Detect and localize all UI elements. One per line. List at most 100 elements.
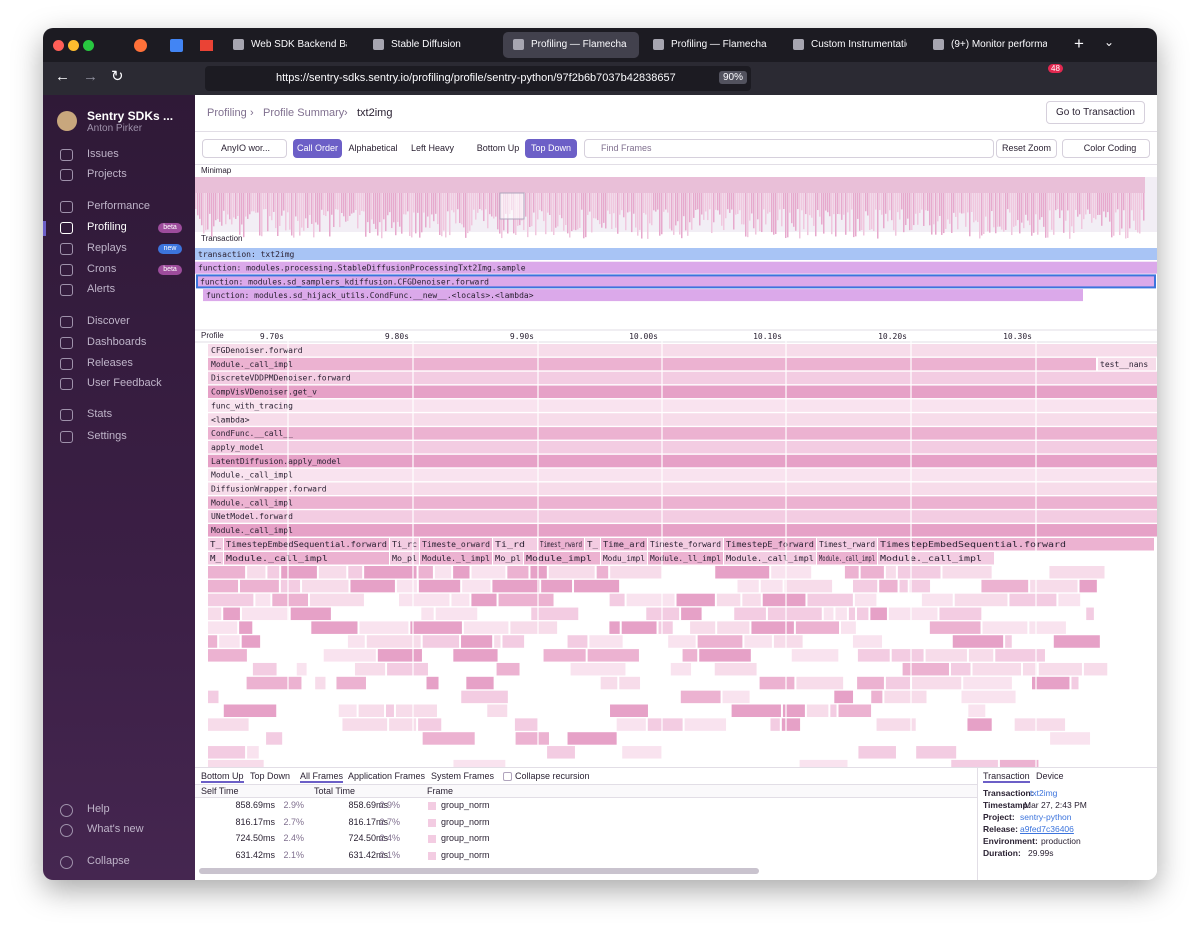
minimap-bar (1137, 193, 1139, 233)
footer-item[interactable]: What's new (87, 823, 144, 835)
nav-item[interactable]: Settings (87, 430, 127, 442)
frame (596, 566, 609, 579)
filter-tab[interactable]: Application Frames (348, 771, 426, 781)
pinned-tab[interactable] (134, 39, 147, 52)
active-marker (43, 221, 46, 236)
minimap-bar (711, 193, 713, 234)
frame (838, 704, 872, 717)
browser-tab[interactable]: Profiling — Flamechart (503, 32, 639, 58)
browser-tab[interactable]: (9+) Monitor performan (923, 32, 1059, 58)
minimap-bar (979, 193, 981, 239)
frame (418, 718, 442, 731)
nav-item[interactable]: Performance (87, 200, 150, 212)
minimap-bar (983, 193, 985, 234)
color-coding[interactable]: Color Coding (1062, 139, 1150, 158)
browser-tab[interactable]: Custom Instrumentatio (783, 32, 919, 58)
minimap-bar (717, 193, 719, 211)
span-label: function: modules.sd_samplers_kdiffusion… (200, 277, 489, 286)
pinned-tab[interactable] (170, 39, 183, 52)
frame (461, 635, 493, 648)
frame-name[interactable]: group_norm (441, 849, 490, 860)
zoom-level[interactable]: 90% (719, 71, 748, 84)
browser-tab[interactable]: Profiling — Flamechart (643, 32, 779, 58)
close-dot[interactable] (53, 40, 64, 51)
nav-item[interactable]: Projects (87, 168, 127, 180)
minimap-bar (1093, 193, 1095, 218)
frame (717, 621, 750, 634)
nav-item[interactable]: Profiling (87, 221, 127, 233)
nav-item[interactable]: Issues (87, 148, 119, 160)
sort-button[interactable]: Call Order (293, 139, 342, 158)
column-header[interactable]: Self Time (201, 786, 239, 796)
frame-label: Ti_rc (392, 540, 417, 549)
minimap-bar (1077, 193, 1079, 217)
minimap-bar (383, 193, 385, 220)
breadcrumb[interactable]: Profiling (207, 107, 247, 119)
details-tab[interactable]: Device (1036, 771, 1064, 781)
minimap-bar (529, 193, 531, 228)
sort-button[interactable]: Left Heavy (410, 143, 455, 153)
minimap-bar (1105, 193, 1107, 218)
frame (208, 579, 239, 593)
footer-item[interactable]: Collapse (87, 855, 130, 867)
browser-tab[interactable]: Web SDK Backend Back (223, 32, 359, 58)
browser-tab[interactable]: Stable Diffusion (363, 32, 499, 58)
minimap-bar (527, 193, 529, 238)
find-frames[interactable]: Find Frames (584, 139, 994, 158)
column-header[interactable]: Frame (427, 786, 454, 796)
detail-value[interactable]: a9fed7c36406 (1020, 824, 1074, 834)
address-field[interactable]: https://sentry-sdks.sentry.io/profiling/… (205, 66, 751, 91)
nav-item[interactable]: Releases (87, 357, 133, 369)
frame (716, 593, 741, 607)
detail-key: Transaction: (983, 788, 1034, 798)
details-tab[interactable]: Transaction (983, 771, 1030, 783)
reload-button[interactable]: ↻ (111, 68, 124, 85)
minimap-bar (337, 193, 339, 210)
detail-value[interactable]: txt2img (1030, 788, 1058, 798)
zoom-dot[interactable] (83, 40, 94, 51)
nav-item[interactable]: Stats (87, 408, 113, 420)
frame (854, 593, 877, 607)
breadcrumb[interactable]: Profile Summary (263, 107, 345, 119)
view-button[interactable]: Bottom Up (476, 143, 520, 153)
nav-item[interactable]: User Feedback (87, 377, 162, 389)
frame (1014, 718, 1066, 731)
minimap-bar (1023, 193, 1025, 229)
filter-tab[interactable]: System Frames (431, 771, 495, 781)
filter-tab[interactable]: All Frames (300, 771, 344, 783)
reset-zoom[interactable]: Reset Zoom (996, 139, 1057, 158)
checkbox[interactable] (503, 772, 512, 781)
flamechart[interactable]: transaction: txt2img function: modules.pr… (195, 95, 1157, 767)
nav-item[interactable]: Discover (87, 315, 130, 327)
new-tab[interactable]: + (1074, 34, 1084, 53)
frame (387, 662, 428, 676)
minimize-dot[interactable] (68, 40, 79, 51)
forward-button[interactable]: → (83, 68, 98, 85)
nav-item[interactable]: Alerts (87, 283, 116, 295)
frame (1032, 676, 1070, 690)
back-button[interactable]: ← (55, 68, 70, 85)
column-header[interactable]: Total Time (314, 786, 356, 796)
frame (972, 662, 1022, 676)
footer-item[interactable]: Help (87, 803, 110, 815)
nav-item[interactable]: Crons (87, 263, 117, 275)
view-button[interactable]: Top Down (525, 139, 577, 158)
go-to-transaction[interactable]: Go to Transaction (1046, 101, 1145, 124)
sort-button[interactable]: Alphabetical (348, 143, 398, 153)
frame-name[interactable]: group_norm (441, 800, 490, 810)
pinned-tab[interactable] (200, 40, 213, 51)
frame-name[interactable]: group_norm (441, 833, 490, 843)
minimap-bar (971, 193, 973, 212)
nav-item[interactable]: Replays (87, 242, 127, 254)
nav-item[interactable]: Dashboards (87, 336, 147, 348)
org-name[interactable]: Sentry SDKs ... (87, 109, 174, 123)
thread-select[interactable]: AnyIO wor... (202, 139, 287, 158)
panel-tab[interactable]: Top Down (250, 771, 291, 781)
frame (390, 552, 419, 565)
frame-name[interactable]: group_norm (441, 816, 490, 827)
org-avatar[interactable] (57, 111, 77, 131)
panel-tab[interactable]: Bottom Up (201, 771, 244, 783)
detail-value[interactable]: sentry-python (1020, 812, 1072, 822)
tab-list[interactable]: ⌄ (1104, 35, 1115, 49)
minimap-bar (777, 193, 779, 221)
